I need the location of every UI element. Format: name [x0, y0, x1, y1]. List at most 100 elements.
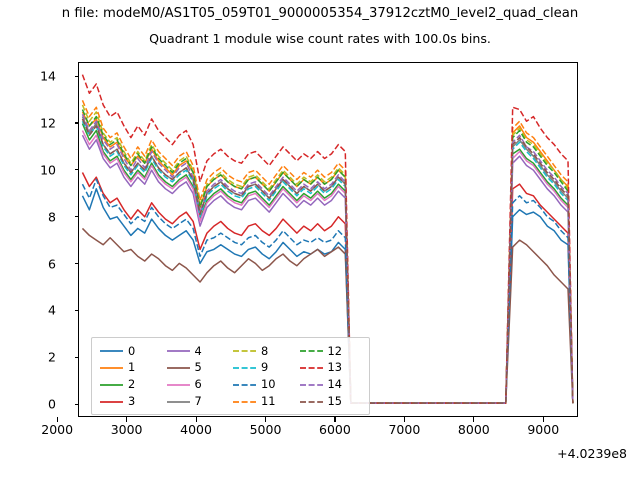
- legend-label-2: 2: [128, 377, 136, 392]
- legend-item-9[interactable]: 9: [232, 360, 297, 377]
- legend-swatch-5: [166, 367, 190, 370]
- x-tick-mark: [403, 417, 405, 422]
- y-tick-label: 10: [40, 162, 56, 178]
- y-tick-mark: [74, 309, 79, 311]
- y-tick-mark: [74, 356, 79, 358]
- legend-item-1[interactable]: 1: [99, 360, 164, 377]
- series-line-10: [81, 178, 574, 404]
- legend-swatch-13: [299, 367, 323, 370]
- y-tick-label: 6: [48, 256, 56, 272]
- x-axis-offset-text: +4.0239e8: [557, 446, 627, 461]
- x-tick-mark: [334, 417, 336, 422]
- series-line-2: [81, 123, 574, 404]
- x-tick-label: 5000: [249, 422, 282, 437]
- x-tick-mark: [473, 417, 475, 422]
- legend-label-3: 3: [128, 393, 136, 408]
- legend-label-5: 5: [194, 360, 202, 375]
- legend-item-6[interactable]: 6: [166, 377, 231, 394]
- series-line-14: [81, 113, 574, 404]
- legend-item-14[interactable]: 14: [299, 377, 364, 394]
- series-canvas: [81, 74, 574, 404]
- series-line-3: [81, 172, 574, 404]
- legend-swatch-14: [299, 383, 323, 386]
- series-line-12: [81, 109, 574, 404]
- legend-item-12[interactable]: 12: [299, 343, 364, 360]
- legend-label-4: 4: [194, 343, 202, 358]
- legend-swatch-6: [166, 383, 190, 386]
- legend-label-8: 8: [261, 343, 269, 358]
- legend-item-4[interactable]: 4: [166, 343, 231, 360]
- legend-item-5[interactable]: 5: [166, 360, 231, 377]
- legend-label-14: 14: [327, 377, 343, 392]
- axes-title: Quadrant 1 module wise count rates with …: [149, 31, 491, 46]
- legend-swatch-0: [100, 350, 123, 353]
- y-tick-label: 4: [48, 302, 56, 318]
- legend-item-13[interactable]: 13: [299, 360, 364, 377]
- series-line-0: [81, 188, 574, 404]
- legend-item-15[interactable]: 15: [299, 393, 364, 410]
- y-tick-label: 14: [40, 68, 56, 84]
- x-tick-label: 7000: [388, 422, 421, 437]
- x-tick-mark: [126, 417, 128, 422]
- legend-swatch-15: [299, 400, 323, 403]
- legend-label-11: 11: [261, 393, 276, 408]
- legend-label-10: 10: [261, 377, 276, 392]
- x-tick-label: 6000: [319, 422, 351, 437]
- y-tick-mark: [74, 169, 79, 171]
- x-tick-label: 4000: [180, 422, 212, 437]
- legend-item-0[interactable]: 0: [99, 343, 164, 360]
- legend-label-13: 13: [327, 360, 343, 375]
- y-tick-label: 12: [40, 115, 56, 131]
- series-line-5: [81, 227, 574, 404]
- legend-label-0: 0: [128, 343, 136, 358]
- series-line-15: [81, 118, 574, 404]
- legend-item-3[interactable]: 3: [99, 393, 164, 410]
- x-tick-mark: [195, 417, 197, 422]
- x-tick-mark: [542, 417, 544, 422]
- legend-label-6: 6: [194, 377, 202, 392]
- series-line-4: [81, 134, 574, 404]
- legend-swatch-7: [166, 400, 190, 403]
- legend-item-8[interactable]: 8: [232, 343, 297, 360]
- y-tick-mark: [74, 263, 79, 265]
- series-line-11: [81, 99, 574, 404]
- legend-swatch-3: [100, 400, 123, 403]
- x-tick-mark: [56, 417, 58, 422]
- series-line-8: [81, 104, 574, 404]
- legend-label-7: 7: [194, 393, 202, 408]
- legend-swatch-8: [233, 350, 256, 353]
- series-line-6: [81, 130, 574, 404]
- legend-swatch-11: [233, 400, 256, 403]
- suptitle-text: n file: modeM0/AS1T05_059T01_9000005354_…: [61, 6, 579, 21]
- x-tick-label: 2000: [41, 422, 74, 437]
- y-tick-label: 8: [48, 209, 56, 225]
- legend-swatch-12: [299, 350, 323, 353]
- legend-label-12: 12: [327, 343, 343, 358]
- y-tick-mark: [74, 403, 79, 405]
- legend-item-10[interactable]: 10: [232, 377, 297, 394]
- legend-swatch-1: [100, 367, 123, 370]
- y-tick-label: 0: [48, 396, 56, 412]
- legend-swatch-4: [166, 350, 190, 353]
- series-line-13: [81, 74, 574, 404]
- legend-label-9: 9: [261, 360, 269, 375]
- legend-swatch-10: [233, 383, 256, 386]
- y-tick-mark: [74, 122, 79, 124]
- legend-item-7[interactable]: 7: [166, 393, 231, 410]
- legend-item-2[interactable]: 2: [99, 377, 164, 394]
- legend-label-1: 1: [128, 360, 136, 375]
- x-tick-label: 8000: [457, 422, 490, 437]
- y-tick-label: 2: [48, 349, 56, 365]
- series-line-9: [81, 120, 574, 404]
- y-tick-mark: [74, 75, 79, 77]
- y-tick-mark: [74, 216, 79, 218]
- figure-suptitle: n file: modeM0/AS1T05_059T01_9000005354_…: [0, 6, 640, 21]
- legend[interactable]: 0 1 2 3 4 5 6 7 8 9 10 11 12 13 14 15: [91, 337, 370, 415]
- legend-item-11[interactable]: 11: [232, 393, 297, 410]
- legend-swatch-9: [233, 367, 256, 370]
- x-tick-label: 9000: [527, 422, 560, 437]
- x-tick-label: 3000: [110, 422, 143, 437]
- legend-label-15: 15: [327, 393, 343, 408]
- x-tick-mark: [265, 417, 267, 422]
